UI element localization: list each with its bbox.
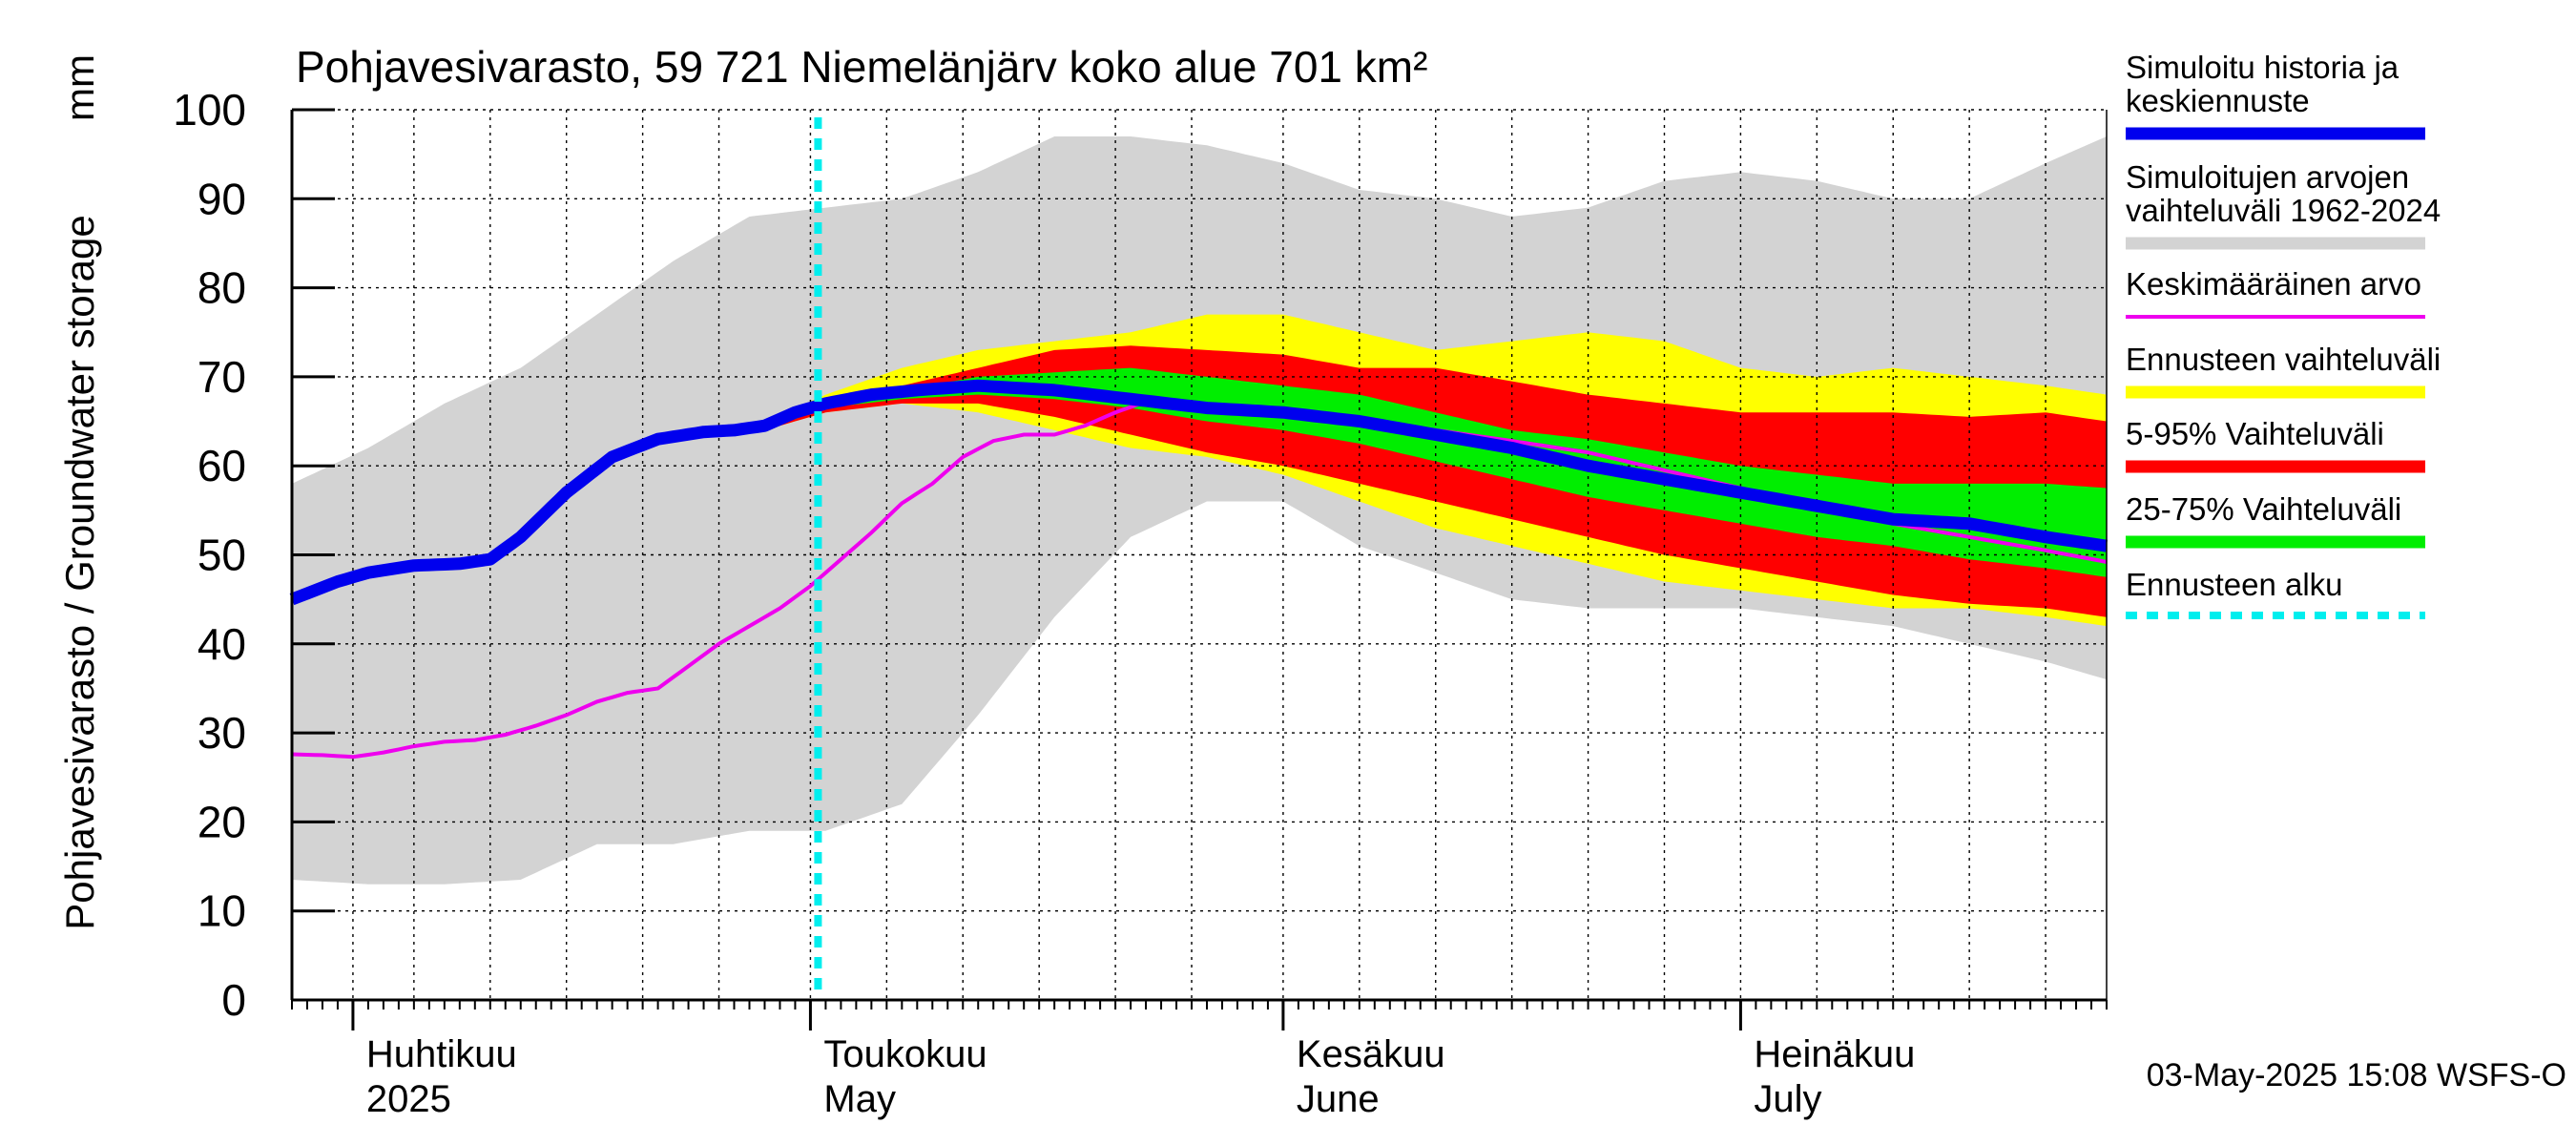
legend-label2-history: keskiennuste xyxy=(2126,83,2310,118)
y-tick-label: 0 xyxy=(221,975,246,1025)
month-label-line2: 2025 xyxy=(366,1078,451,1120)
y-tick-label: 40 xyxy=(197,619,246,669)
month-label-line1: Heinäkuu xyxy=(1754,1033,1915,1075)
month-label-line2: July xyxy=(1754,1078,1821,1120)
legend-label-forecast_range: Ennusteen vaihteluväli xyxy=(2126,342,2441,377)
month-label-line2: May xyxy=(823,1078,896,1120)
footer-timestamp: 03-May-2025 15:08 WSFS-O xyxy=(2147,1057,2566,1093)
legend-label-history: Simuloitu historia ja xyxy=(2126,50,2399,85)
p25-75-band xyxy=(764,367,2107,577)
legend-label-mean: Keskimääräinen arvo xyxy=(2126,266,2421,302)
y-tick-label: 70 xyxy=(197,352,246,402)
month-label-line1: Toukokuu xyxy=(823,1033,987,1075)
month-label-line2: June xyxy=(1297,1078,1380,1120)
y-tick-label: 60 xyxy=(197,441,246,490)
y-tick-label: 90 xyxy=(197,174,246,223)
month-label-line1: Huhtikuu xyxy=(366,1033,517,1075)
p5-95-band xyxy=(764,345,2107,617)
plot-axes xyxy=(290,108,2108,1030)
y-tick-labels: 0 10 20 30 40 50 60 70 80 90 100 xyxy=(173,85,246,1025)
y-tick-label: 80 xyxy=(197,263,246,313)
history-median-line xyxy=(289,379,2108,606)
range-band xyxy=(292,136,2107,885)
legend-label-forecast_start: Ennusteen alku xyxy=(2126,567,2343,602)
legend-label-p25_75: 25-75% Vaihteluväli xyxy=(2126,491,2401,527)
month-label-line1: Kesäkuu xyxy=(1297,1033,1445,1075)
y-tick-label: 10 xyxy=(197,886,246,936)
y-tick-label: 50 xyxy=(197,531,246,580)
plot-lines xyxy=(289,117,2108,1000)
legend-label2-range: vaihteluväli 1962-2024 xyxy=(2126,193,2441,228)
y-tick-label: 30 xyxy=(197,708,246,758)
chart-title: Pohjavesivarasto, 59 721 Niemelänjärv ko… xyxy=(296,42,1427,92)
unit-label: mm xyxy=(57,54,102,121)
legend-label-p5_95: 5-95% Vaihteluväli xyxy=(2126,416,2384,451)
y-tick-label: 100 xyxy=(173,85,246,135)
y-axis-label: Pohjavesivarasto / Groundwater storage xyxy=(57,215,102,929)
legend-label-range: Simuloitujen arvojen xyxy=(2126,159,2409,195)
y-tick-label: 20 xyxy=(197,797,246,846)
